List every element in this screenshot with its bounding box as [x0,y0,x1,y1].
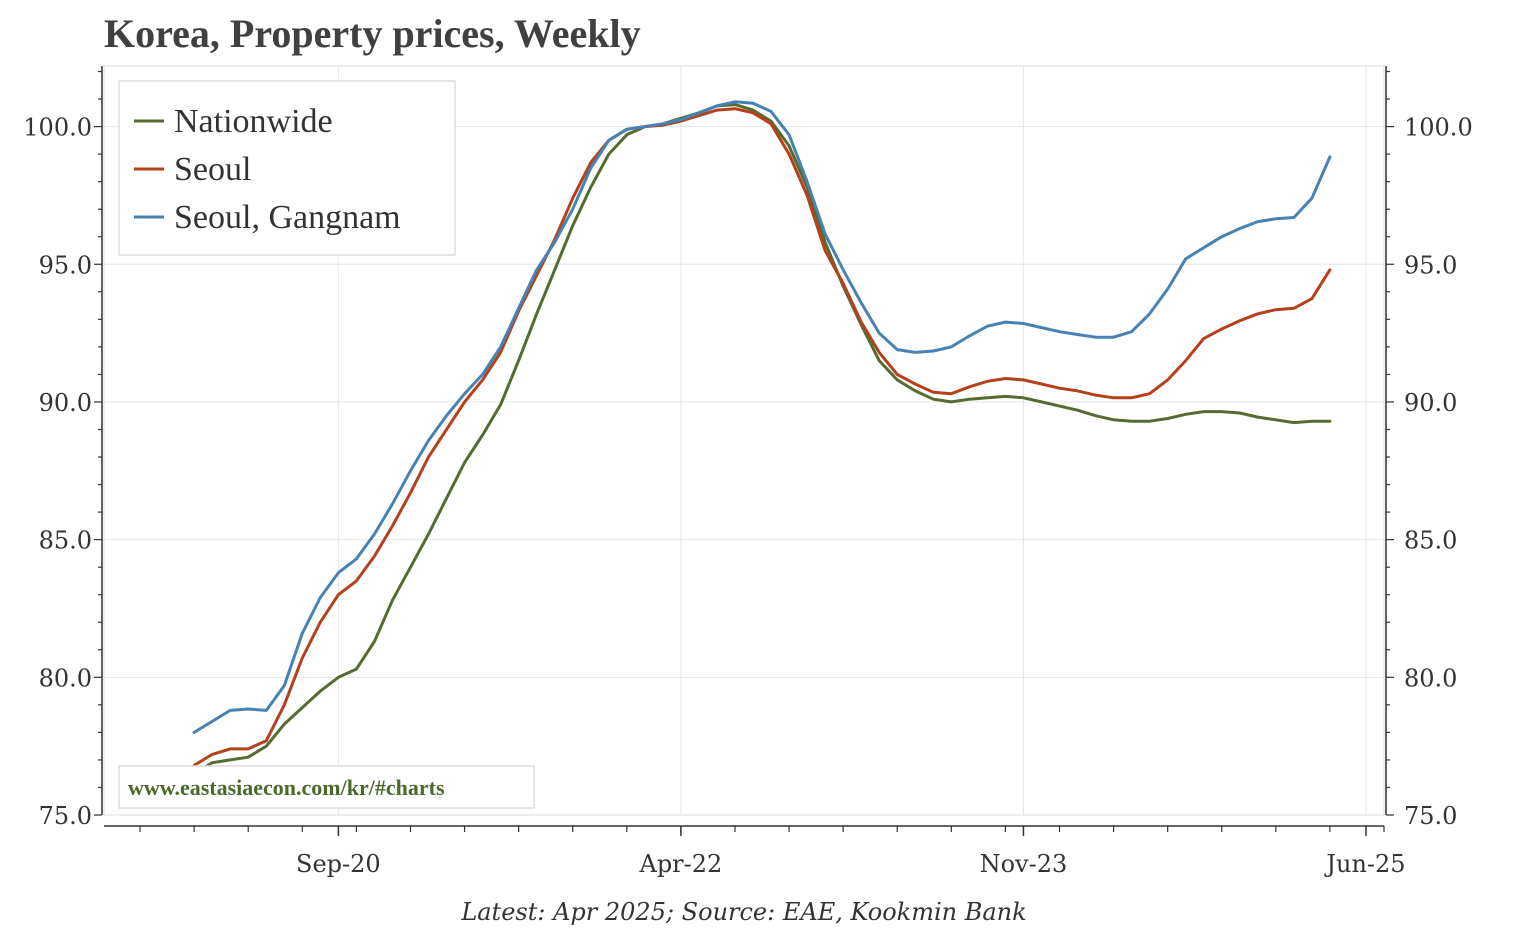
legend: Nationwide Seoul Seoul, Gangnam [118,80,456,256]
x-tick-label: Jun-25 [1323,850,1405,878]
watermark-box [118,765,535,809]
series-lines [192,100,1332,776]
y-tick-label-left: 90.0 [39,389,92,417]
y-tick-label-right: 85.0 [1404,527,1457,555]
x-tick-label: Sep-20 [296,850,381,878]
plot-area-border [103,65,1385,816]
y-tick-label-left: 100.0 [23,114,92,142]
y-tick-label-right: 95.0 [1404,251,1457,279]
series-line-seoul-gangnam [192,100,1332,734]
source-caption: Latest: Apr 2025; Source: EAE, Kookmin B… [460,898,1026,926]
watermark: www.eastasiaecon.com/kr/#charts [118,765,535,809]
y-tick-label-left: 85.0 [39,527,92,555]
series-line-nationwide [192,103,1332,776]
y-tick-label-right: 75.0 [1404,802,1457,830]
x-tick-label: Nov-23 [980,850,1068,878]
legend-label-seoul-gangnam: Seoul, Gangnam [174,199,401,236]
axes: 75.0 75.0 80.0 80.0 85.0 85.0 90.0 90.0 95.0 95.0… [23,66,1473,878]
y-tick-label-left: 95.0 [39,251,92,279]
legend-label-nationwide: Nationwide [174,103,333,140]
y-tick-label-right: 80.0 [1404,664,1457,692]
y-tick-label-left: 75.0 [39,802,92,830]
series-line-seoul [192,107,1332,767]
watermark-text: www.eastasiaecon.com/kr/#charts [128,775,445,800]
y-tick-label-right: 90.0 [1404,389,1457,417]
y-tick-label-left: 80.0 [39,664,92,692]
chart-title: Korea, Property prices, Weekly [104,11,641,56]
x-tick-label: Apr-22 [638,850,722,878]
legend-box [118,80,456,256]
y-tick-label-right: 100.0 [1404,114,1473,142]
legend-label-seoul: Seoul [174,151,251,188]
